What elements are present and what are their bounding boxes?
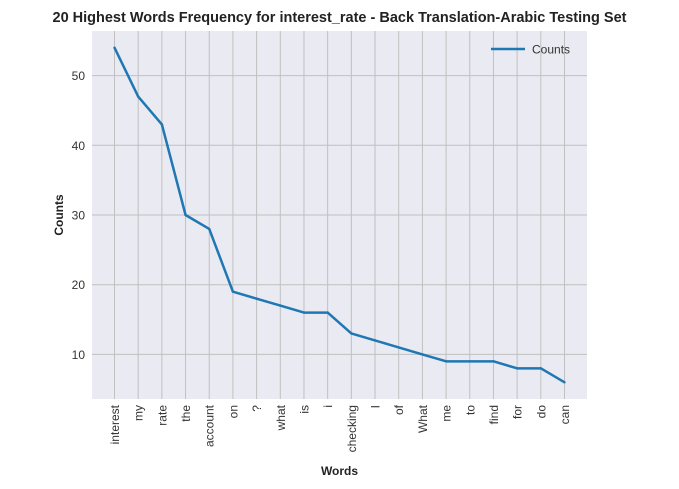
x-tick-label: interest <box>108 404 122 444</box>
data-point <box>397 346 400 349</box>
x-tick-label: the <box>179 405 193 422</box>
data-point <box>160 123 164 126</box>
data-point <box>515 367 519 370</box>
x-tick-label: on <box>226 405 240 418</box>
x-tick-label: what <box>274 404 288 431</box>
series-line-counts <box>113 47 566 384</box>
x-tick-label: me <box>440 405 454 422</box>
data-point <box>421 353 424 356</box>
data-point <box>373 339 377 342</box>
data-point <box>113 46 116 49</box>
y-axis-ticks: 10 20 30 40 50 <box>72 69 86 362</box>
data-point <box>302 311 306 314</box>
data-point <box>444 360 448 363</box>
x-tick-label: of <box>392 404 406 415</box>
data-point <box>468 360 471 363</box>
x-tick-label: can <box>558 405 572 424</box>
y-tick-label: 50 <box>72 69 86 83</box>
x-tick-label: to <box>463 405 477 415</box>
y-tick-label: 30 <box>72 209 86 223</box>
data-point <box>350 332 353 335</box>
data-point <box>184 213 187 217</box>
x-tick-label: I <box>369 405 383 408</box>
series-layer <box>113 46 566 384</box>
data-point <box>208 227 211 231</box>
x-tick-label: checking <box>345 405 359 452</box>
y-tick-label: 20 <box>72 278 86 292</box>
x-tick-label: for <box>511 405 525 419</box>
y-axis-label: Counts <box>52 194 66 236</box>
x-axis-label: Words <box>321 464 358 478</box>
x-tick-label: What <box>416 404 430 433</box>
legend: Counts <box>491 43 570 57</box>
data-point <box>231 290 235 293</box>
data-point <box>279 304 282 307</box>
x-tick-label: is <box>297 405 311 414</box>
data-point <box>326 311 329 314</box>
data-point <box>255 297 258 300</box>
data-point <box>539 367 543 370</box>
x-tick-label: account <box>203 404 217 447</box>
grid-lines <box>92 31 587 399</box>
legend-label: Counts <box>532 43 570 57</box>
x-axis-ticks: interest my rate the account on? what is i checki… <box>108 404 572 452</box>
x-tick-label: rate <box>155 405 169 426</box>
y-tick-label: 40 <box>72 139 86 153</box>
y-tick-label: 10 <box>72 348 86 362</box>
x-tick-label: do <box>534 405 548 419</box>
data-point <box>563 381 566 384</box>
x-tick-label: my <box>132 405 146 421</box>
x-tick-label: i <box>321 405 335 408</box>
chart-title: 20 Highest Words Frequency for interest_… <box>53 10 627 26</box>
x-tick-label: find <box>487 405 501 424</box>
x-tick-label: ? <box>250 405 264 412</box>
data-point <box>492 360 495 363</box>
data-point <box>136 95 140 98</box>
